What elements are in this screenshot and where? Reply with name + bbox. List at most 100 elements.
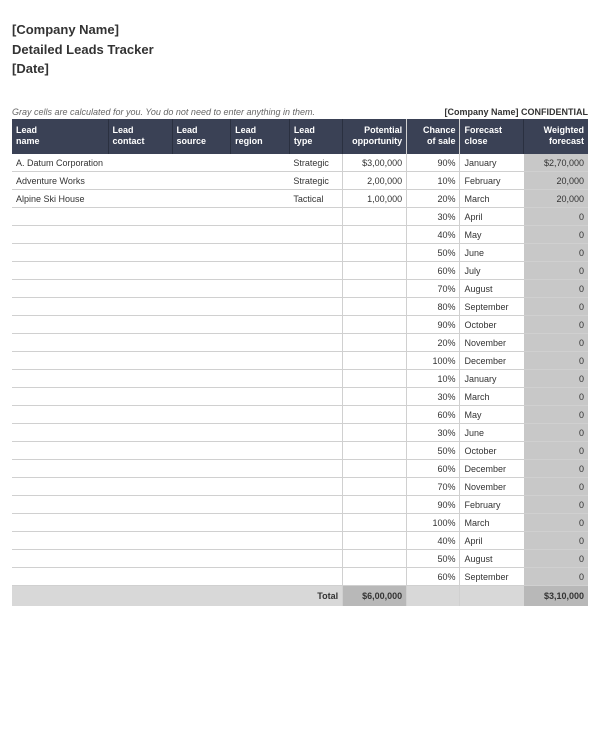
cell-lead-source[interactable] xyxy=(172,478,231,496)
cell-lead-source[interactable] xyxy=(172,388,231,406)
cell-lead-type[interactable] xyxy=(289,568,342,586)
table-row[interactable]: 80%September0 xyxy=(12,298,588,316)
cell-lead-region[interactable] xyxy=(231,244,290,262)
cell-lead-contact[interactable] xyxy=(108,172,172,190)
cell-forecast-close[interactable]: May xyxy=(460,226,524,244)
cell-lead-type[interactable] xyxy=(289,424,342,442)
cell-opportunity[interactable] xyxy=(343,406,407,424)
cell-lead-type[interactable] xyxy=(289,406,342,424)
cell-forecast-close[interactable]: December xyxy=(460,460,524,478)
table-row[interactable]: A. Datum CorporationStrategic$3,00,00090… xyxy=(12,154,588,172)
cell-forecast-close[interactable]: October xyxy=(460,442,524,460)
0[interactable]: 70% xyxy=(407,478,460,496)
cell-lead-contact[interactable] xyxy=(108,334,172,352)
cell-lead-contact[interactable] xyxy=(108,496,172,514)
cell-lead-name[interactable] xyxy=(12,352,108,370)
0[interactable]: 70% xyxy=(407,280,460,298)
cell-lead-source[interactable] xyxy=(172,424,231,442)
cell-lead-contact[interactable] xyxy=(108,352,172,370)
cell-lead-region[interactable] xyxy=(231,460,290,478)
cell-lead-type[interactable] xyxy=(289,298,342,316)
table-row[interactable]: 50%August0 xyxy=(12,550,588,568)
cell-lead-type[interactable]: Strategic xyxy=(289,172,342,190)
cell-lead-type[interactable]: Tactical xyxy=(289,190,342,208)
cell-lead-type[interactable] xyxy=(289,370,342,388)
0[interactable]: 40% xyxy=(407,532,460,550)
cell-forecast-close[interactable]: November xyxy=(460,334,524,352)
cell-opportunity[interactable] xyxy=(343,370,407,388)
cell-lead-type[interactable]: Strategic xyxy=(289,154,342,172)
0[interactable]: 90% xyxy=(407,154,460,172)
cell-forecast-close[interactable]: September xyxy=(460,568,524,586)
cell-lead-region[interactable] xyxy=(231,172,290,190)
cell-lead-source[interactable] xyxy=(172,568,231,586)
cell-lead-type[interactable] xyxy=(289,388,342,406)
0[interactable]: 20% xyxy=(407,190,460,208)
cell-lead-region[interactable] xyxy=(231,298,290,316)
cell-opportunity[interactable] xyxy=(343,568,407,586)
cell-lead-source[interactable] xyxy=(172,298,231,316)
cell-forecast-close[interactable]: March xyxy=(460,388,524,406)
cell-lead-region[interactable] xyxy=(231,370,290,388)
cell-lead-source[interactable] xyxy=(172,370,231,388)
cell-lead-name[interactable] xyxy=(12,334,108,352)
table-row[interactable]: 60%July0 xyxy=(12,262,588,280)
cell-forecast-close[interactable]: September xyxy=(460,298,524,316)
cell-forecast-close[interactable]: February xyxy=(460,496,524,514)
0[interactable]: 50% xyxy=(407,550,460,568)
cell-lead-name[interactable] xyxy=(12,568,108,586)
cell-lead-name[interactable] xyxy=(12,514,108,532)
cell-lead-name[interactable]: Adventure Works xyxy=(12,172,108,190)
cell-opportunity[interactable] xyxy=(343,208,407,226)
cell-lead-source[interactable] xyxy=(172,496,231,514)
0[interactable]: 100% xyxy=(407,352,460,370)
cell-lead-name[interactable] xyxy=(12,550,108,568)
0[interactable]: 100% xyxy=(407,514,460,532)
cell-lead-source[interactable] xyxy=(172,226,231,244)
cell-opportunity[interactable] xyxy=(343,334,407,352)
cell-lead-region[interactable] xyxy=(231,406,290,424)
cell-lead-contact[interactable] xyxy=(108,424,172,442)
cell-lead-name[interactable]: A. Datum Corporation xyxy=(12,154,108,172)
cell-lead-name[interactable] xyxy=(12,532,108,550)
cell-forecast-close[interactable]: December xyxy=(460,352,524,370)
cell-lead-type[interactable] xyxy=(289,316,342,334)
cell-lead-type[interactable] xyxy=(289,352,342,370)
cell-lead-contact[interactable] xyxy=(108,442,172,460)
0[interactable]: 90% xyxy=(407,316,460,334)
cell-lead-name[interactable] xyxy=(12,442,108,460)
cell-opportunity[interactable] xyxy=(343,532,407,550)
cell-lead-region[interactable] xyxy=(231,478,290,496)
cell-forecast-close[interactable]: August xyxy=(460,280,524,298)
cell-lead-region[interactable] xyxy=(231,280,290,298)
cell-opportunity[interactable] xyxy=(343,316,407,334)
cell-opportunity[interactable] xyxy=(343,550,407,568)
cell-lead-name[interactable]: Alpine Ski House xyxy=(12,190,108,208)
cell-lead-source[interactable] xyxy=(172,532,231,550)
cell-lead-region[interactable] xyxy=(231,388,290,406)
cell-lead-contact[interactable] xyxy=(108,370,172,388)
cell-lead-source[interactable] xyxy=(172,316,231,334)
cell-forecast-close[interactable]: March xyxy=(460,514,524,532)
cell-forecast-close[interactable]: October xyxy=(460,316,524,334)
0[interactable]: 30% xyxy=(407,424,460,442)
table-row[interactable]: 60%December0 xyxy=(12,460,588,478)
cell-lead-name[interactable] xyxy=(12,406,108,424)
cell-lead-type[interactable] xyxy=(289,460,342,478)
cell-lead-contact[interactable] xyxy=(108,514,172,532)
cell-opportunity[interactable]: 1,00,000 xyxy=(343,190,407,208)
cell-lead-contact[interactable] xyxy=(108,208,172,226)
table-row[interactable]: 60%September0 xyxy=(12,568,588,586)
cell-lead-source[interactable] xyxy=(172,208,231,226)
cell-lead-source[interactable] xyxy=(172,262,231,280)
0[interactable]: 90% xyxy=(407,496,460,514)
cell-lead-region[interactable] xyxy=(231,334,290,352)
cell-lead-type[interactable] xyxy=(289,280,342,298)
cell-lead-source[interactable] xyxy=(172,352,231,370)
table-row[interactable]: 70%August0 xyxy=(12,280,588,298)
cell-lead-source[interactable] xyxy=(172,190,231,208)
cell-lead-source[interactable] xyxy=(172,460,231,478)
cell-lead-name[interactable] xyxy=(12,244,108,262)
cell-lead-name[interactable] xyxy=(12,316,108,334)
table-row[interactable]: 50%June0 xyxy=(12,244,588,262)
